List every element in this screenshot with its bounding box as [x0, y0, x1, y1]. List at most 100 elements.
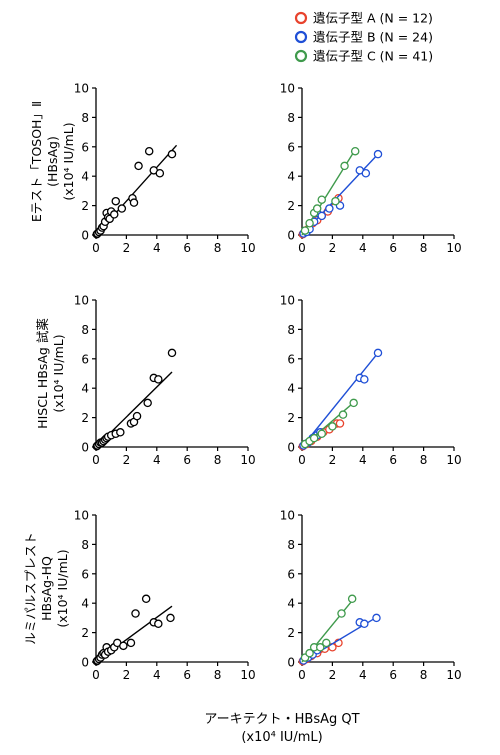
- legend-entry: 遺伝子型 C (N = 41): [294, 49, 433, 64]
- legend-marker: [294, 11, 308, 25]
- data-point: [349, 398, 358, 408]
- x-tick-label: 8: [214, 453, 222, 467]
- data-point: [335, 419, 345, 428]
- y-tick-label: 10: [74, 509, 89, 523]
- x-tick-label: 4: [359, 668, 367, 682]
- x-tick-label: 10: [446, 453, 461, 467]
- y-tick-label: 10: [280, 509, 295, 523]
- x-tick-label: 0: [298, 453, 306, 467]
- data-point: [373, 149, 383, 159]
- data-point: [167, 348, 177, 358]
- x-axis-label-line1: アーキテクト・HBsAg QT: [204, 712, 359, 727]
- data-point: [328, 422, 337, 431]
- legend-marker: [294, 30, 308, 44]
- x-tick-label: 2: [329, 453, 337, 467]
- y-tick-label: 10: [280, 294, 295, 308]
- legend-label: 遺伝子型 B (N = 24): [313, 30, 433, 45]
- data-point: [347, 594, 357, 604]
- series: [92, 594, 175, 666]
- x-tick-label: 4: [359, 453, 367, 467]
- row-label-line: (x10⁴ IU/mL): [55, 549, 70, 627]
- y-tick-label: 6: [81, 567, 89, 581]
- legend-label: 遺伝子型 A (N = 12): [313, 11, 433, 26]
- data-point: [134, 161, 143, 171]
- y-tick-label: 6: [81, 140, 89, 154]
- data-point: [111, 196, 121, 206]
- y-tick-label: 8: [287, 538, 295, 552]
- x-tick-label: 8: [420, 241, 428, 255]
- y-tick-label: 10: [74, 294, 89, 308]
- series: [299, 348, 383, 450]
- data-point: [126, 638, 136, 648]
- x-tick-label: 4: [153, 668, 161, 682]
- x-tick-label: 6: [389, 241, 397, 255]
- row-label-line: (x10⁴ IU/mL): [51, 334, 66, 412]
- data-point: [312, 204, 322, 213]
- data-point: [305, 218, 314, 228]
- data-point: [340, 161, 349, 171]
- data-point: [373, 348, 383, 358]
- y-tick-label: 0: [287, 441, 295, 455]
- legend-marker: [294, 49, 308, 63]
- y-tick-label: 2: [81, 626, 89, 640]
- legend-label: 遺伝子型 C (N = 41): [313, 49, 433, 64]
- y-tick-label: 2: [287, 626, 295, 640]
- x-tick-label: 0: [298, 668, 306, 682]
- y-tick-label: 10: [280, 82, 295, 96]
- scatter-panel: 0 2 4 6 8 10 0 2 4 6 8 10: [74, 82, 256, 256]
- x-axis-label: アーキテクト・HBsAg QT (x10⁴ IU/mL): [204, 712, 359, 745]
- x-tick-label: 10: [240, 241, 255, 255]
- x-tick-label: 8: [420, 668, 428, 682]
- series: [300, 594, 357, 663]
- data-point: [325, 204, 334, 213]
- x-tick-label: 10: [240, 668, 255, 682]
- y-tick-label: 6: [287, 352, 295, 366]
- x-tick-label: 4: [153, 241, 161, 255]
- x-tick-label: 2: [329, 668, 337, 682]
- data-point: [109, 210, 119, 219]
- data-point: [167, 149, 177, 159]
- data-point: [141, 594, 151, 604]
- scatter-panel: 0 2 4 6 8 10 0 2 4 6 8 10: [74, 294, 256, 468]
- data-point: [372, 613, 381, 623]
- regression-line: [301, 352, 379, 448]
- legend-entry: 遺伝子型 B (N = 24): [294, 30, 433, 45]
- x-tick-label: 8: [214, 668, 222, 682]
- y-tick-label: 0: [81, 656, 89, 670]
- row-label-line: HISCL HBsAg 試薬: [35, 318, 50, 429]
- series: [92, 348, 177, 451]
- data-point: [331, 196, 340, 206]
- data-point: [131, 609, 140, 618]
- y-tick-label: 4: [81, 382, 89, 396]
- row-label-line: ルミパルスプレスト: [23, 532, 38, 645]
- data-point: [129, 198, 139, 207]
- row-labels: Eテスト「TOSOH」Ⅱ (HBsAg) (x10⁴ IU/mL)HISCL HBs…: [23, 101, 76, 645]
- data-point: [132, 411, 142, 421]
- x-tick-label: 0: [92, 668, 100, 682]
- y-tick-label: 4: [81, 597, 89, 611]
- x-tick-label: 10: [446, 668, 461, 682]
- data-point: [317, 211, 327, 221]
- x-tick-label: 2: [329, 241, 337, 255]
- y-tick-label: 10: [74, 82, 89, 96]
- data-point: [361, 169, 371, 178]
- row-label-line: (x10⁴ IU/mL): [61, 122, 76, 200]
- y-tick-label: 4: [287, 170, 295, 184]
- y-tick-label: 8: [81, 538, 89, 552]
- data-point: [144, 146, 154, 156]
- y-tick-label: 4: [287, 597, 295, 611]
- y-tick-label: 2: [81, 199, 89, 213]
- x-tick-label: 8: [214, 241, 222, 255]
- y-tick-label: 6: [81, 352, 89, 366]
- data-point: [300, 226, 310, 235]
- panels: 0 2 4 6 8 10 0 2 4 6 8 10 0 2 4 6 8 10 0 2 4 6 8 10 0 2 4 6 8 10 0 2 4 6 8…: [74, 82, 462, 683]
- data-point: [166, 613, 175, 623]
- data-point: [338, 410, 348, 419]
- x-axis-label-line2: (x10⁴ IU/mL): [241, 730, 322, 745]
- x-tick-label: 10: [240, 453, 255, 467]
- row-label-line: Eテスト「TOSOH」Ⅱ: [29, 101, 44, 222]
- x-tick-label: 2: [123, 453, 131, 467]
- y-tick-label: 6: [287, 140, 295, 154]
- data-point: [337, 609, 346, 618]
